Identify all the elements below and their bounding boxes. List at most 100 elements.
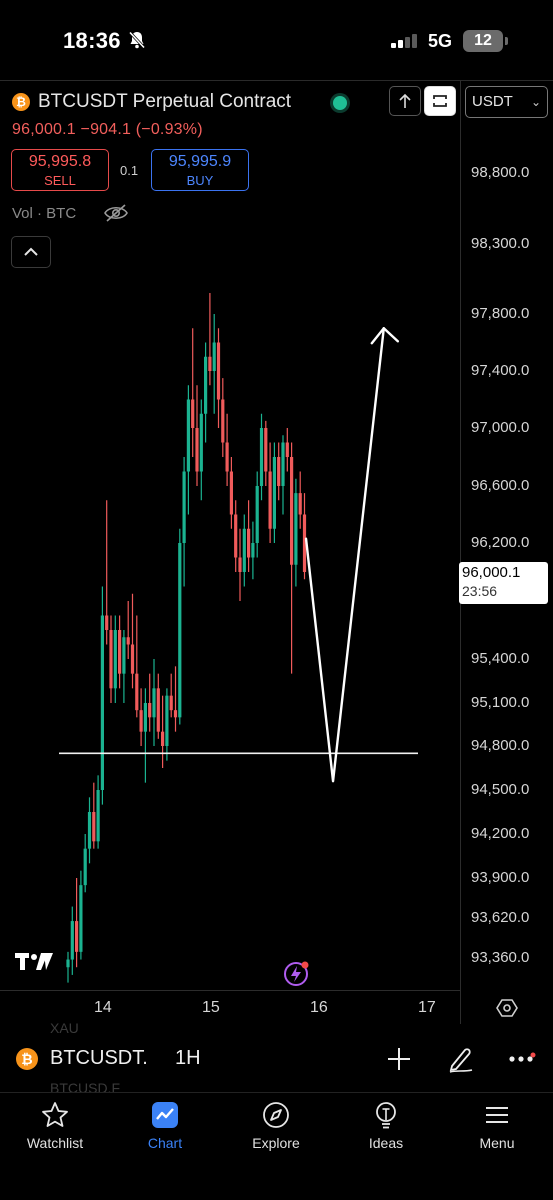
price-tick: 97,400.0	[471, 362, 530, 379]
candle-body	[285, 442, 289, 457]
collapse-legend-button[interactable]	[11, 236, 51, 268]
sell-price: 95,995.8	[28, 153, 92, 170]
eye-off-icon[interactable]	[103, 203, 129, 223]
candle-body	[165, 695, 169, 746]
status-bar: 18:36 5G 12	[0, 0, 553, 80]
signal-icon	[391, 34, 417, 48]
candle-body	[251, 543, 255, 558]
candle-body	[264, 428, 268, 472]
candle-body	[109, 630, 113, 689]
candle-body	[105, 615, 109, 630]
candle-body	[87, 812, 92, 849]
chart-layout-toggle[interactable]	[424, 86, 456, 116]
candle-body	[225, 442, 229, 472]
bitcoin-icon: ₿	[12, 93, 30, 111]
annotation-arrow-head	[370, 327, 399, 345]
candle-body	[195, 428, 199, 472]
timeframe-selector[interactable]: 1H	[175, 1047, 201, 1069]
candle-countdown: 23:56	[462, 583, 498, 599]
candle-body	[234, 514, 238, 558]
time-axis-separator	[0, 990, 460, 991]
candle-body	[130, 644, 135, 674]
symbol-title: BTCUSDT Perpetual Contract	[38, 91, 292, 112]
symbol-selector[interactable]: BTCUSDT.	[50, 1047, 148, 1069]
spread-value: 0.1	[120, 163, 139, 178]
flash-notification-icon[interactable]	[283, 960, 311, 988]
market-open-indicator	[333, 96, 347, 110]
candle-body	[229, 471, 233, 515]
candle-body	[221, 399, 225, 443]
candle-body	[294, 493, 298, 565]
currency-select[interactable]: USDT ⌄	[465, 86, 548, 118]
candle-body	[268, 471, 272, 529]
candle-body	[178, 543, 182, 718]
price-tick: 94,800.0	[471, 737, 530, 754]
candle-body	[173, 710, 178, 718]
time-tick: 14	[94, 999, 112, 1016]
current-price-value: 96,000.1	[462, 564, 521, 581]
arrow-up-icon	[399, 93, 411, 108]
price-tick: 98,800.0	[471, 164, 530, 181]
chart-settings-icon[interactable]	[496, 997, 518, 1019]
nav-explore[interactable]: Explore	[236, 1100, 316, 1151]
currency-value: USDT	[472, 93, 513, 110]
network-type: 5G	[428, 31, 453, 51]
price-chart[interactable]	[0, 0, 460, 990]
tradingview-logo-icon	[15, 953, 53, 970]
nav-menu[interactable]: Menu	[457, 1100, 537, 1151]
candle-body	[139, 710, 143, 732]
buy-price: 95,995.9	[168, 153, 232, 170]
plus-icon[interactable]	[385, 1045, 413, 1073]
price-tick: 93,360.0	[471, 949, 530, 966]
candle-body	[122, 637, 126, 674]
volume-label: Vol · BTC	[12, 205, 77, 222]
nav-ideas[interactable]: Ideas	[346, 1100, 426, 1151]
annotation-arrow-line	[304, 327, 385, 783]
price-tick: 94,500.0	[471, 781, 530, 798]
top-divider	[0, 80, 553, 81]
compass-icon	[263, 1102, 289, 1128]
candle-body	[182, 471, 186, 543]
sell-label: SELL	[44, 173, 76, 188]
scroll-up-button[interactable]	[389, 86, 421, 116]
price-axis-separator	[460, 80, 461, 1024]
price-tick: 96,600.0	[471, 477, 530, 494]
candle-body	[259, 428, 264, 486]
candle-body	[100, 615, 104, 790]
candle-body	[156, 688, 160, 732]
sell-button[interactable]: 95,995.8 SELL	[11, 149, 109, 191]
ghost-symbol-bottom: BTCUSD.F	[50, 1080, 120, 1096]
candle-body	[191, 399, 195, 428]
drawing-tool-icon[interactable]	[446, 1044, 476, 1074]
candle-body	[290, 457, 294, 565]
time-tick: 15	[202, 999, 220, 1016]
candle-body	[148, 703, 152, 718]
candle-body	[281, 442, 285, 486]
nav-watchlist-label: Watchlist	[26, 1135, 84, 1151]
price-tick: 98,300.0	[471, 235, 530, 252]
bell-off-icon	[128, 31, 146, 49]
chart-icon	[152, 1102, 178, 1128]
candle-body	[247, 528, 251, 558]
time-tick: 16	[310, 999, 328, 1016]
symbol-header[interactable]: ₿ BTCUSDT Perpetual Contract	[12, 91, 291, 113]
buy-button[interactable]: 95,995.9 BUY	[151, 149, 249, 191]
layout-toggle-icon	[433, 95, 447, 107]
more-options-icon[interactable]	[508, 1052, 536, 1066]
candle-body	[277, 457, 281, 486]
nav-ideas-label: Ideas	[368, 1135, 404, 1151]
nav-chart[interactable]: Chart	[125, 1100, 205, 1151]
hamburger-menu-icon	[486, 1107, 508, 1123]
candle-body	[96, 790, 100, 842]
candle-body	[302, 514, 307, 572]
nav-watchlist[interactable]: Watchlist	[15, 1100, 95, 1151]
candle-body	[204, 356, 208, 414]
price-tick: 96,200.0	[471, 534, 530, 551]
price-change-line: 96,000.1 −904.1 (−0.93%)	[12, 121, 203, 138]
candle-body	[135, 673, 139, 711]
price-tick: 93,900.0	[471, 869, 530, 886]
candle-body	[212, 342, 216, 371]
nav-explore-label: Explore	[252, 1135, 300, 1151]
price-tick: 97,000.0	[471, 419, 530, 436]
candle-body	[75, 921, 79, 952]
